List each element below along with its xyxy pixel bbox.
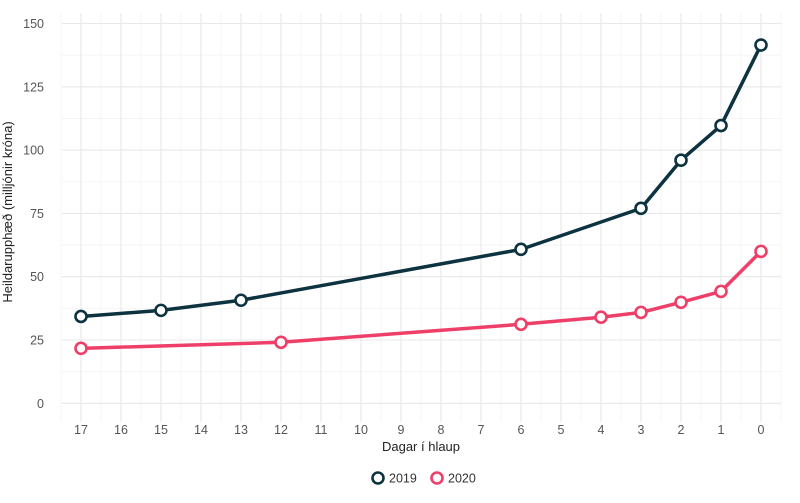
series-lines xyxy=(80,44,763,351)
y-tick-label: 100 xyxy=(23,144,44,158)
x-tick-label: 10 xyxy=(354,423,368,437)
y-tick-label: 125 xyxy=(23,80,44,94)
x-tick-label: 7 xyxy=(478,423,485,437)
data-point-2020 xyxy=(594,310,608,325)
x-tick-label: 9 xyxy=(398,423,405,437)
y-tick-label: 25 xyxy=(30,334,44,348)
x-tick-label: 12 xyxy=(274,423,288,437)
data-point-2020 xyxy=(634,305,648,320)
x-tick-label: 0 xyxy=(758,423,765,437)
data-point-2020 xyxy=(514,317,528,332)
x-axis-ticks: 17 16 15 14 13 12 11 10 9 8 7 6 5 4 3 2 1 0 xyxy=(74,423,764,437)
series-points xyxy=(74,38,768,356)
x-tick-label: 15 xyxy=(154,423,168,437)
y-tick-label: 150 xyxy=(23,17,44,31)
y-axis-ticks: 0 25 50 75 100 125 150 xyxy=(23,17,44,411)
data-point-2020 xyxy=(674,295,688,310)
data-point-2020 xyxy=(274,335,288,350)
x-tick-label: 8 xyxy=(438,423,445,437)
x-tick-label: 2 xyxy=(678,423,685,437)
x-tick-label: 16 xyxy=(114,423,128,437)
data-point-2020 xyxy=(74,341,88,356)
data-point-2019 xyxy=(234,293,248,308)
data-point-2019 xyxy=(154,303,168,318)
y-axis-label: Heildarupphæð (milljónir króna) xyxy=(0,121,15,302)
legend-marker-2019 xyxy=(371,471,385,485)
data-point-2019 xyxy=(634,201,648,216)
data-point-2019 xyxy=(514,242,528,257)
x-tick-label: 6 xyxy=(518,423,525,437)
legend-label-2020: 2020 xyxy=(448,472,476,486)
data-point-2020 xyxy=(714,284,728,299)
legend: 2019 2020 xyxy=(371,471,476,486)
x-tick-label: 14 xyxy=(194,423,208,437)
legend-label-2019: 2019 xyxy=(389,472,417,486)
y-tick-label: 50 xyxy=(30,270,44,284)
data-point-2019 xyxy=(674,153,688,168)
x-axis-label: Dagar í hlaup xyxy=(382,439,460,454)
y-tick-label: 0 xyxy=(37,397,44,411)
series-line-2020 xyxy=(80,250,763,351)
x-tick-label: 13 xyxy=(234,423,248,437)
y-tick-label: 75 xyxy=(30,207,44,221)
x-tick-label: 3 xyxy=(638,423,645,437)
data-point-2019 xyxy=(714,118,728,133)
data-point-2019 xyxy=(754,38,768,52)
x-tick-label: 17 xyxy=(74,423,88,437)
x-tick-label: 11 xyxy=(315,423,328,437)
x-tick-label: 1 xyxy=(718,423,725,437)
legend-marker-2020 xyxy=(430,471,444,485)
data-point-2020 xyxy=(754,244,768,259)
data-point-2019 xyxy=(74,309,88,324)
x-tick-label: 5 xyxy=(558,423,565,437)
series-line-2019 xyxy=(80,44,763,319)
x-tick-label: 4 xyxy=(598,423,605,437)
grid xyxy=(60,13,782,422)
